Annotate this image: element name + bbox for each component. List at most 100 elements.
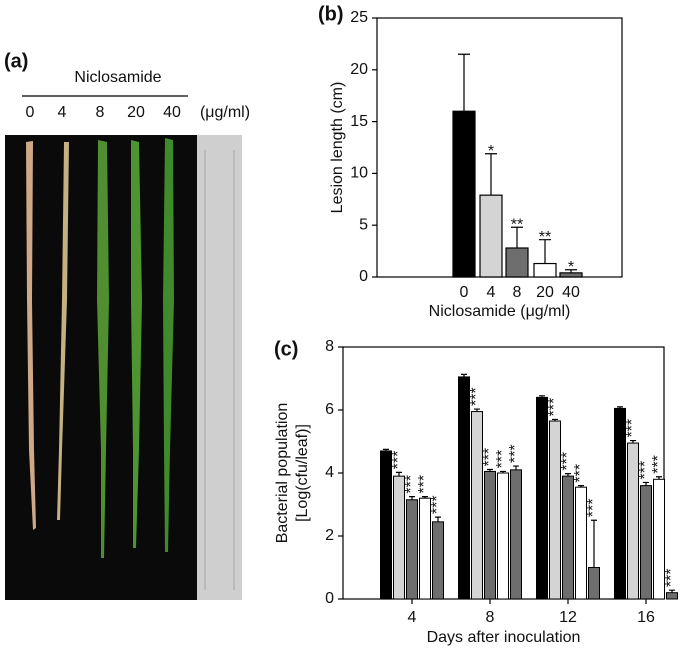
y-tick-label: 15: [350, 113, 368, 130]
y-tick-label: 0: [325, 590, 334, 607]
y-tick-label: 8: [325, 338, 334, 355]
bar: [458, 376, 470, 600]
significance: ***: [494, 450, 511, 469]
error-bar: [511, 226, 523, 248]
significance: ***: [650, 455, 667, 474]
dose-label: 40: [163, 104, 181, 121]
significance: ***: [507, 444, 524, 463]
x-tick-label: 0: [460, 284, 469, 301]
y-axis-label: [Log(cfu/leaf)]: [294, 424, 311, 522]
significance: ***: [572, 464, 589, 483]
error-bar: [669, 589, 675, 593]
bar: [452, 110, 476, 278]
leaf-photo: [5, 135, 242, 600]
bar: [533, 262, 557, 278]
significance: ***: [468, 387, 485, 406]
dose-label: 8: [96, 104, 105, 121]
significance: ***: [416, 475, 433, 494]
x-tick-label: 12: [559, 609, 577, 626]
error-bar: [435, 516, 441, 522]
bar: [484, 470, 496, 600]
y-tick-label: 4: [325, 464, 334, 481]
significance: ***: [390, 451, 407, 470]
y-axis-label: Bacterial population: [274, 403, 291, 544]
bar: [536, 396, 548, 600]
y-axis-label: Lesion length (cm): [329, 82, 346, 214]
panel-label: (b): [318, 3, 344, 25]
error-bar: [565, 269, 577, 273]
error-bar: [500, 470, 506, 473]
bar: [497, 472, 509, 600]
significance: ***: [663, 568, 680, 587]
panel-label: (c): [274, 338, 298, 360]
bar: [510, 469, 522, 600]
x-tick-label: 4: [487, 284, 496, 301]
significance: ***: [637, 461, 654, 480]
error-bar: [539, 239, 551, 264]
y-tick-label: 25: [350, 9, 368, 26]
error-bar: [643, 481, 649, 486]
dose-label: 20: [127, 104, 145, 121]
bar: [549, 420, 561, 600]
y-tick-label: 6: [325, 401, 334, 418]
error-bar: [461, 373, 467, 377]
significance: ***: [624, 419, 641, 438]
error-bar: [513, 465, 519, 470]
x-tick-label: 4: [408, 609, 417, 626]
significance: **: [511, 216, 523, 233]
error-bar: [396, 471, 402, 477]
x-axis-label: Days after inoculation: [427, 629, 581, 646]
x-axis-label: Niclosamide (μg/ml): [429, 303, 571, 320]
unit-label: (μg/ml): [200, 104, 250, 121]
y-tick-label: 10: [350, 165, 368, 182]
error-bar: [565, 473, 571, 477]
bar: [588, 567, 600, 600]
error-bar: [552, 418, 558, 422]
bar: [479, 194, 503, 278]
error-bar: [539, 395, 545, 398]
significance: ***: [429, 495, 446, 514]
x-tick-label: 20: [536, 284, 554, 301]
significance: ***: [481, 448, 498, 467]
error-bar: [485, 153, 497, 196]
significance: *: [488, 143, 494, 160]
panel-label: (a): [4, 50, 28, 72]
error-bar: [487, 468, 493, 472]
bar: [471, 411, 483, 600]
y-tick-label: 0: [359, 268, 368, 285]
significance: ***: [585, 499, 602, 518]
bar: [380, 450, 392, 600]
bar: [666, 592, 678, 600]
y-tick-label: 20: [350, 61, 368, 78]
y-tick-label: 2: [325, 527, 334, 544]
x-tick-label: 40: [562, 284, 580, 301]
x-tick-label: 8: [486, 609, 495, 626]
bar: [505, 247, 529, 278]
significance: ***: [559, 452, 576, 471]
error-bar: [656, 476, 662, 480]
error-bar: [630, 439, 636, 444]
error-bar: [591, 519, 597, 568]
error-bar: [383, 448, 389, 451]
error-bar: [474, 408, 480, 412]
dose-label: 4: [58, 104, 67, 121]
significance: ***: [403, 475, 420, 494]
significance: *: [568, 259, 574, 276]
bar: [432, 521, 444, 600]
significance: ***: [546, 398, 563, 417]
bar: [562, 475, 574, 600]
error-bar: [578, 485, 584, 488]
treatment-label: Niclosamide: [74, 69, 161, 86]
x-tick-label: 8: [513, 284, 522, 301]
error-bar: [422, 496, 428, 499]
error-bar: [617, 406, 623, 409]
bar: [640, 485, 652, 600]
error-bar: [458, 53, 470, 112]
y-tick-label: 5: [359, 216, 368, 233]
dose-label: 0: [26, 104, 35, 121]
error-bar: [409, 496, 415, 500]
x-tick-label: 16: [637, 609, 655, 626]
bar: [406, 499, 418, 600]
significance: **: [539, 229, 551, 246]
